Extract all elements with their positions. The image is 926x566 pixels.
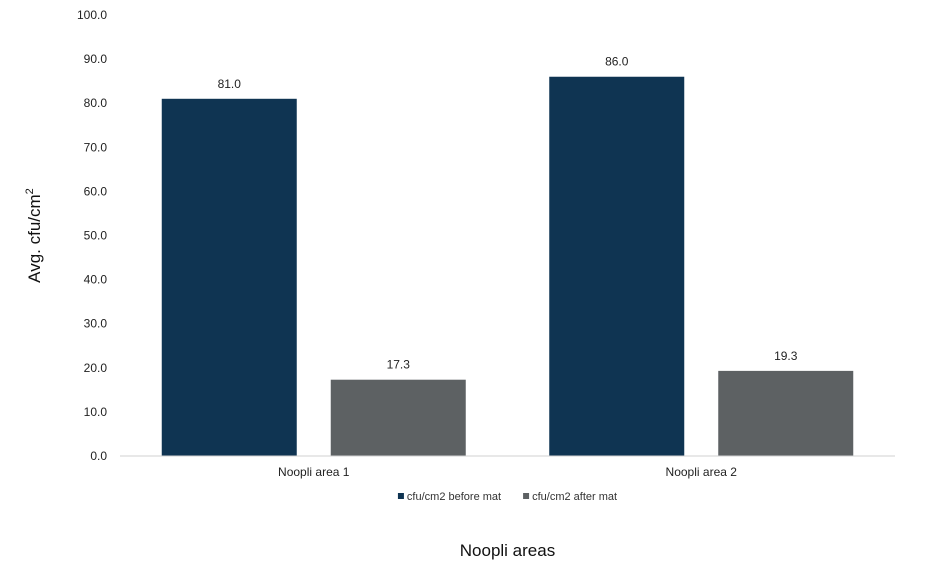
y-tick-label: 10.0 — [84, 405, 108, 419]
y-axis-title: Avg. cfu/cm2 — [24, 188, 44, 283]
y-tick-label: 90.0 — [84, 52, 108, 66]
y-axis-title-text: Avg. cfu/cm — [25, 194, 44, 283]
data-label: 86.0 — [605, 55, 629, 69]
x-axis-title: Noopli areas — [460, 541, 555, 560]
y-tick-label: 50.0 — [84, 229, 108, 243]
legend-item: cfu/cm2 after mat — [523, 491, 617, 503]
y-axis-title-superscript: 2 — [24, 188, 36, 194]
y-tick-label: 60.0 — [84, 184, 108, 198]
bar-before-area-1 — [161, 98, 297, 456]
bar-before-area-2 — [549, 76, 685, 457]
data-label: 81.0 — [218, 77, 242, 91]
bar-after-area-2 — [718, 370, 854, 456]
legend-label: cfu/cm2 after mat — [532, 491, 617, 503]
x-category-label: Noopli area 2 — [666, 465, 738, 479]
data-labels: 81.0 17.3 86.0 19.3 — [218, 55, 798, 372]
y-tick-label: 100.0 — [77, 8, 107, 22]
y-tick-label: 40.0 — [84, 273, 108, 287]
legend-label: cfu/cm2 before mat — [407, 491, 501, 503]
legend-swatch — [523, 493, 530, 499]
data-label: 17.3 — [387, 358, 411, 372]
y-tick-label: 0.0 — [90, 449, 107, 463]
y-tick-label: 70.0 — [84, 140, 108, 154]
bar-after-area-1 — [330, 379, 466, 456]
legend-swatch — [397, 493, 404, 499]
y-tick-label: 20.0 — [84, 361, 108, 375]
x-axis-category-labels: Noopli area 1 Noopli area 2 — [278, 465, 737, 479]
legend: cfu/cm2 before mat cfu/cm2 after mat — [397, 491, 617, 503]
y-tick-label: 30.0 — [84, 317, 108, 331]
data-label: 19.3 — [774, 349, 798, 363]
y-axis-ticks: 0.0 10.0 20.0 30.0 40.0 50.0 60.0 70.0 80.0 90.0 1… — [77, 8, 107, 463]
x-category-label: Noopli area 1 — [278, 465, 350, 479]
bars — [161, 76, 854, 457]
legend-item: cfu/cm2 before mat — [397, 491, 501, 503]
y-tick-label: 80.0 — [84, 96, 108, 110]
